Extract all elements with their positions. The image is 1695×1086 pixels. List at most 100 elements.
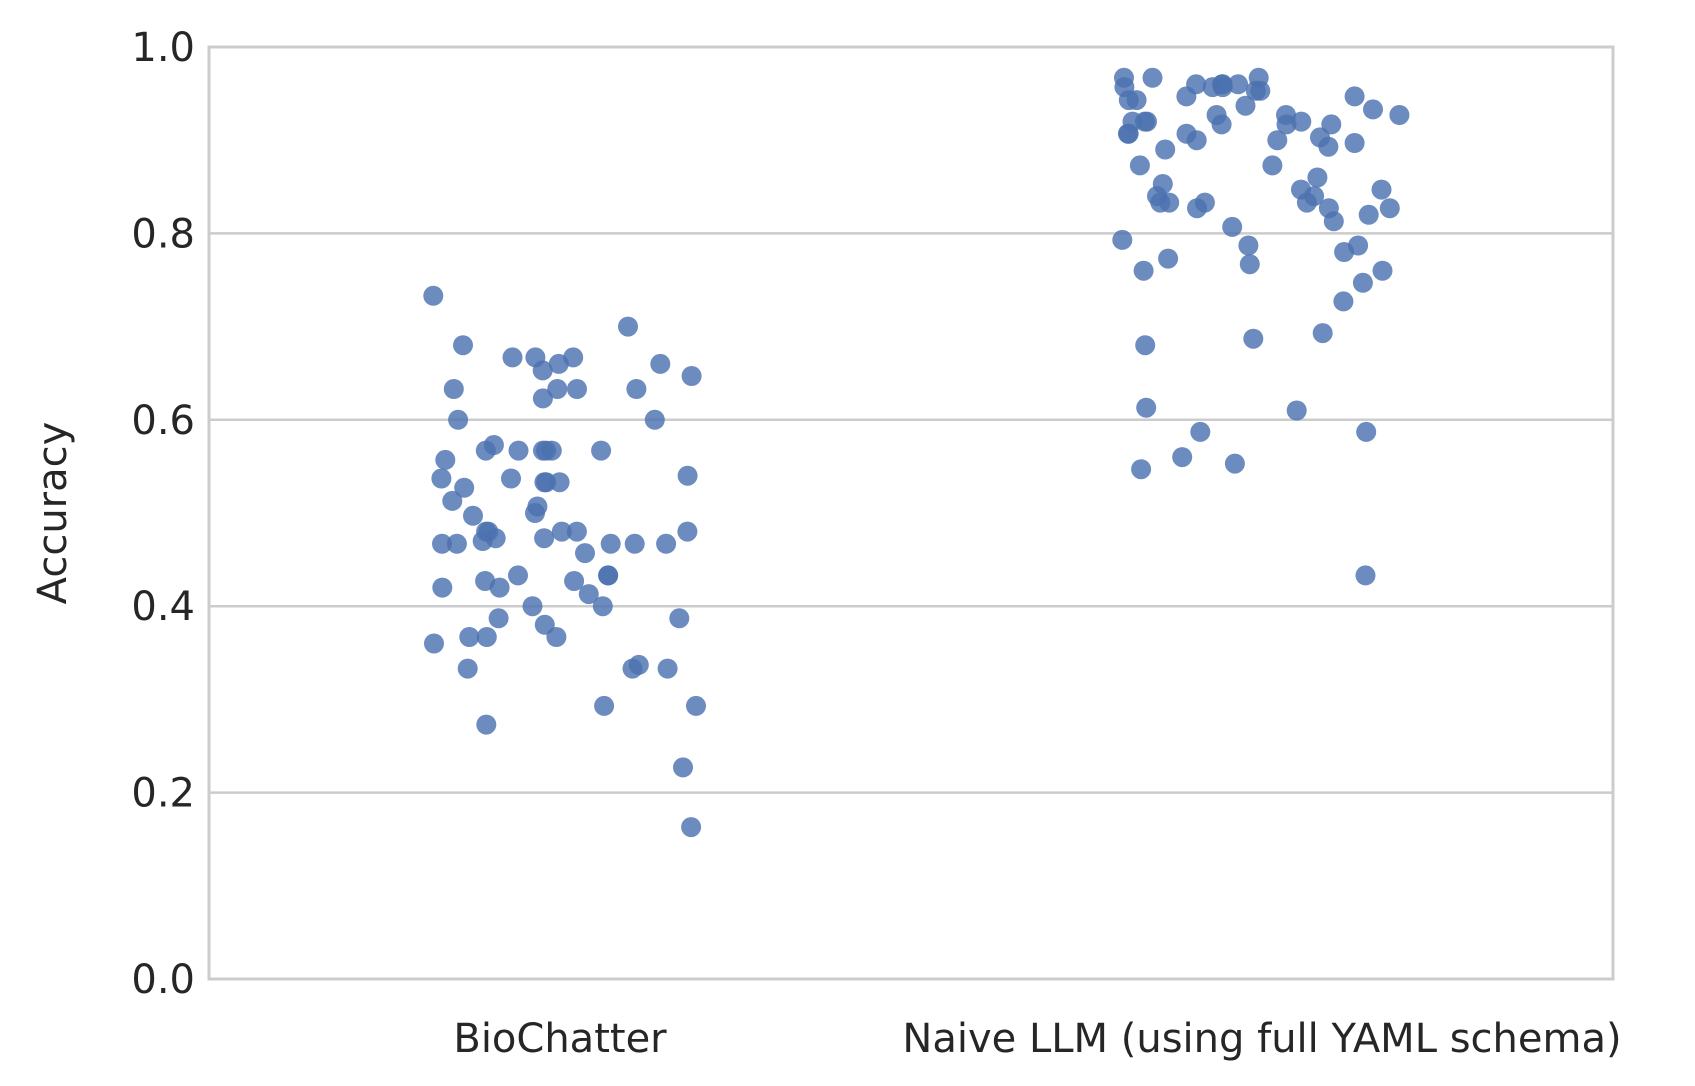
- data-point: [669, 608, 690, 629]
- data-point: [1235, 95, 1256, 116]
- data-point: [1187, 198, 1207, 219]
- data-point: [626, 379, 647, 399]
- data-point: [1142, 67, 1163, 88]
- data-point: [1356, 421, 1377, 442]
- data-point: [432, 577, 453, 598]
- data-point: [1276, 114, 1297, 135]
- data-point: [1243, 328, 1264, 349]
- data-point: [1307, 167, 1328, 188]
- data-point: [435, 449, 456, 470]
- data-point: [677, 465, 698, 486]
- data-point: [673, 757, 693, 778]
- data-point: [1172, 447, 1193, 468]
- data-point: [488, 608, 509, 629]
- data-point: [567, 379, 587, 399]
- data-point: [1389, 105, 1410, 125]
- data-point: [532, 360, 553, 381]
- plot-frame: [207, 45, 1615, 981]
- data-point: [644, 409, 665, 430]
- data-point: [457, 658, 478, 679]
- data-point: [1245, 80, 1266, 101]
- data-point: [442, 490, 463, 511]
- data-point: [459, 627, 480, 647]
- data-point: [432, 533, 452, 554]
- data-point: [1135, 335, 1156, 356]
- data-point: [1344, 133, 1365, 153]
- data-point: [1333, 291, 1354, 312]
- data-point: [446, 533, 467, 554]
- data-point: [483, 435, 504, 455]
- data-point: [1190, 421, 1211, 442]
- gridlines: [209, 232, 1613, 794]
- data-point: [1310, 127, 1330, 148]
- data-point: [1291, 111, 1312, 132]
- data-point: [1176, 86, 1197, 107]
- data-point: [1267, 130, 1288, 151]
- y-tick-label: 0.6: [131, 398, 195, 444]
- data-point: [591, 440, 612, 461]
- data-point: [1129, 155, 1150, 176]
- data-point: [564, 571, 585, 591]
- data-point: [650, 353, 671, 374]
- data-point: [1379, 198, 1400, 219]
- data-point: [454, 477, 475, 498]
- data-point: [1238, 235, 1259, 256]
- data-point: [448, 409, 469, 430]
- data-point: [1363, 99, 1383, 120]
- x-tick-label: Naive LLM (using full YAML schema): [902, 1016, 1621, 1062]
- y-tick-labels: 0.0 0.2 0.4 0.6 0.8 1.0: [131, 25, 195, 1003]
- data-point: [551, 521, 572, 542]
- data-point: [1262, 155, 1283, 176]
- data-point: [1114, 77, 1135, 98]
- data-point: [1126, 90, 1147, 111]
- data-point: [1117, 123, 1138, 144]
- data-point: [485, 528, 506, 549]
- data-point: [686, 695, 706, 716]
- data-point: [1228, 74, 1249, 95]
- data-point: [1371, 179, 1392, 200]
- data-point: [1158, 248, 1179, 269]
- data-point: [618, 316, 638, 337]
- data-point: [1355, 565, 1376, 586]
- data-point: [1212, 74, 1233, 95]
- data-point: [622, 658, 643, 679]
- data-point: [657, 658, 678, 679]
- data-point: [501, 468, 521, 489]
- data-point: [534, 528, 555, 549]
- data-point: [527, 496, 548, 517]
- data-point: [508, 440, 529, 461]
- data-point: [656, 533, 677, 554]
- data-point: [1352, 272, 1373, 293]
- y-tick-label: 0.8: [131, 211, 195, 257]
- data-point: [424, 633, 444, 654]
- data-point: [1286, 400, 1307, 421]
- data-point: [431, 468, 452, 489]
- data-point: [1291, 179, 1311, 200]
- data-point: [1150, 192, 1171, 213]
- x-tick-label: BioChatter: [453, 1016, 667, 1062]
- data-point: [1372, 260, 1393, 281]
- data-point: [1134, 111, 1155, 132]
- data-point: [624, 533, 645, 554]
- data-point: [1112, 229, 1133, 250]
- data-point: [1312, 323, 1333, 344]
- y-tick-label: 0.4: [131, 584, 195, 630]
- data-point: [1155, 139, 1176, 160]
- data-point: [1222, 216, 1243, 237]
- data-point: [1136, 397, 1157, 418]
- data-point: [677, 521, 698, 542]
- data-point: [1133, 260, 1154, 281]
- data-point: [1239, 254, 1260, 275]
- data-points: [423, 67, 1410, 838]
- data-point: [548, 353, 569, 374]
- y-axis-title: Accuracy: [30, 422, 76, 605]
- data-point: [600, 533, 621, 554]
- data-point: [453, 335, 473, 356]
- data-point: [1358, 204, 1379, 225]
- data-point: [423, 285, 444, 306]
- data-point: [502, 347, 523, 368]
- y-tick-label: 1.0: [131, 25, 195, 71]
- data-point: [1318, 198, 1339, 219]
- data-point: [547, 379, 568, 399]
